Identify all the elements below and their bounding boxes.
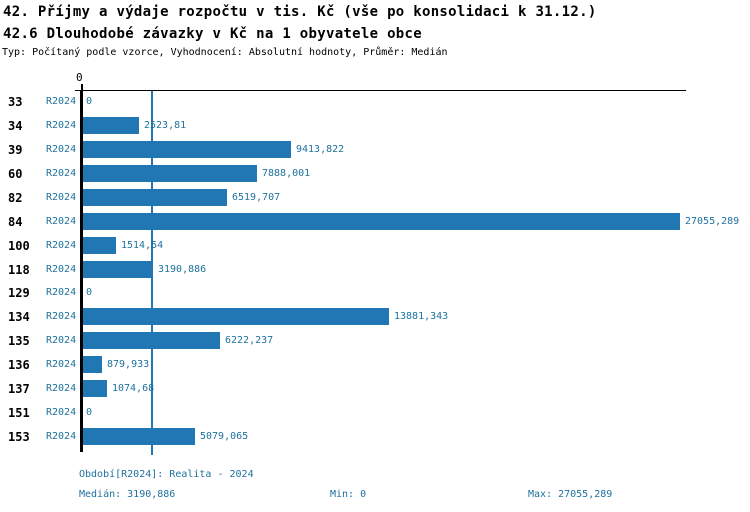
category-label: 136 [8, 358, 30, 372]
value-label: 6222,237 [225, 335, 274, 346]
footer-min: Min: 0 [330, 489, 367, 500]
bar [83, 380, 107, 397]
category-label: 153 [8, 430, 30, 444]
series-label: R2024 [46, 264, 77, 275]
bar [83, 308, 389, 325]
series-label: R2024 [46, 168, 77, 179]
footer-period: Období[R2024]: Realita - 2024 [79, 469, 254, 480]
value-label: 5079,065 [200, 431, 249, 442]
category-label: 34 [8, 119, 23, 133]
bar [83, 117, 139, 134]
category-label: 33 [8, 95, 23, 109]
category-label: 60 [8, 167, 23, 181]
value-label: 2523,81 [144, 120, 187, 131]
series-label: R2024 [46, 192, 77, 203]
bar [83, 165, 257, 182]
y-axis-line [80, 90, 83, 452]
value-label: 0 [86, 407, 93, 418]
footer-max: Max: 27055,289 [528, 489, 613, 500]
chart-row: 118 R2024 3190,886 [0, 258, 750, 282]
x-axis-line [75, 90, 686, 91]
value-label: 0 [86, 96, 93, 107]
chart-row: 82 R2024 6519,707 [0, 186, 750, 210]
value-label: 1514,54 [121, 240, 164, 251]
x-axis-zero-tick-label: 0 [76, 71, 83, 84]
series-label: R2024 [46, 216, 77, 227]
chart-row: 135 R2024 6222,237 [0, 329, 750, 353]
value-label: 9413,822 [296, 144, 345, 155]
series-label: R2024 [46, 431, 77, 442]
series-label: R2024 [46, 407, 77, 418]
chart-row: 129 R2024 0 [0, 281, 750, 305]
chart-meta-line: Typ: Počítaný podle vzorce, Vyhodnocení:… [2, 47, 448, 58]
series-label: R2024 [46, 311, 77, 322]
chart-row: 153 R2024 5079,065 [0, 425, 750, 449]
series-label: R2024 [46, 96, 77, 107]
chart-row: 151 R2024 0 [0, 401, 750, 425]
chart-row: 60 R2024 7888,001 [0, 162, 750, 186]
footer-median: Medián: 3190,886 [79, 489, 176, 500]
value-label: 1074,68 [112, 383, 155, 394]
category-label: 84 [8, 215, 23, 229]
category-label: 137 [8, 382, 30, 396]
bar [83, 428, 195, 445]
series-label: R2024 [46, 335, 77, 346]
value-label: 3190,886 [158, 264, 207, 275]
chart-row: 137 R2024 1074,68 [0, 377, 750, 401]
x-axis-zero-tick [81, 84, 83, 90]
chart-row: 34 R2024 2523,81 [0, 114, 750, 138]
category-label: 118 [8, 263, 30, 277]
bar [83, 237, 116, 254]
chart-row: 100 R2024 1514,54 [0, 234, 750, 258]
series-label: R2024 [46, 144, 77, 155]
category-label: 100 [8, 239, 30, 253]
category-label: 82 [8, 191, 23, 205]
series-label: R2024 [46, 120, 77, 131]
category-label: 135 [8, 334, 30, 348]
bar [83, 189, 227, 206]
bar [83, 261, 153, 278]
chart-row: 84 R2024 27055,289 [0, 210, 750, 234]
chart-row: 39 R2024 9413,822 [0, 138, 750, 162]
chart-title: 42. Příjmy a výdaje rozpočtu v tis. Kč (… [3, 4, 597, 20]
chart-row: 134 R2024 13881,343 [0, 305, 750, 329]
value-label: 879,933 [107, 359, 150, 370]
value-label: 27055,289 [685, 216, 740, 227]
chart-row: 33 R2024 0 [0, 90, 750, 114]
bar [83, 213, 680, 230]
series-label: R2024 [46, 383, 77, 394]
chart-row: 136 R2024 879,933 [0, 353, 750, 377]
series-label: R2024 [46, 287, 77, 298]
category-label: 129 [8, 286, 30, 300]
value-label: 0 [86, 287, 93, 298]
bar [83, 356, 102, 373]
series-label: R2024 [46, 240, 77, 251]
value-label: 7888,001 [262, 168, 311, 179]
value-label: 13881,343 [394, 311, 449, 322]
category-label: 39 [8, 143, 23, 157]
category-label: 151 [8, 406, 30, 420]
series-label: R2024 [46, 359, 77, 370]
chart-indicator-title: 42.6 Dlouhodobé závazky v Kč na 1 obyvat… [3, 26, 422, 42]
value-label: 6519,707 [232, 192, 281, 203]
category-label: 134 [8, 310, 30, 324]
bar [83, 332, 220, 349]
bar [83, 141, 291, 158]
